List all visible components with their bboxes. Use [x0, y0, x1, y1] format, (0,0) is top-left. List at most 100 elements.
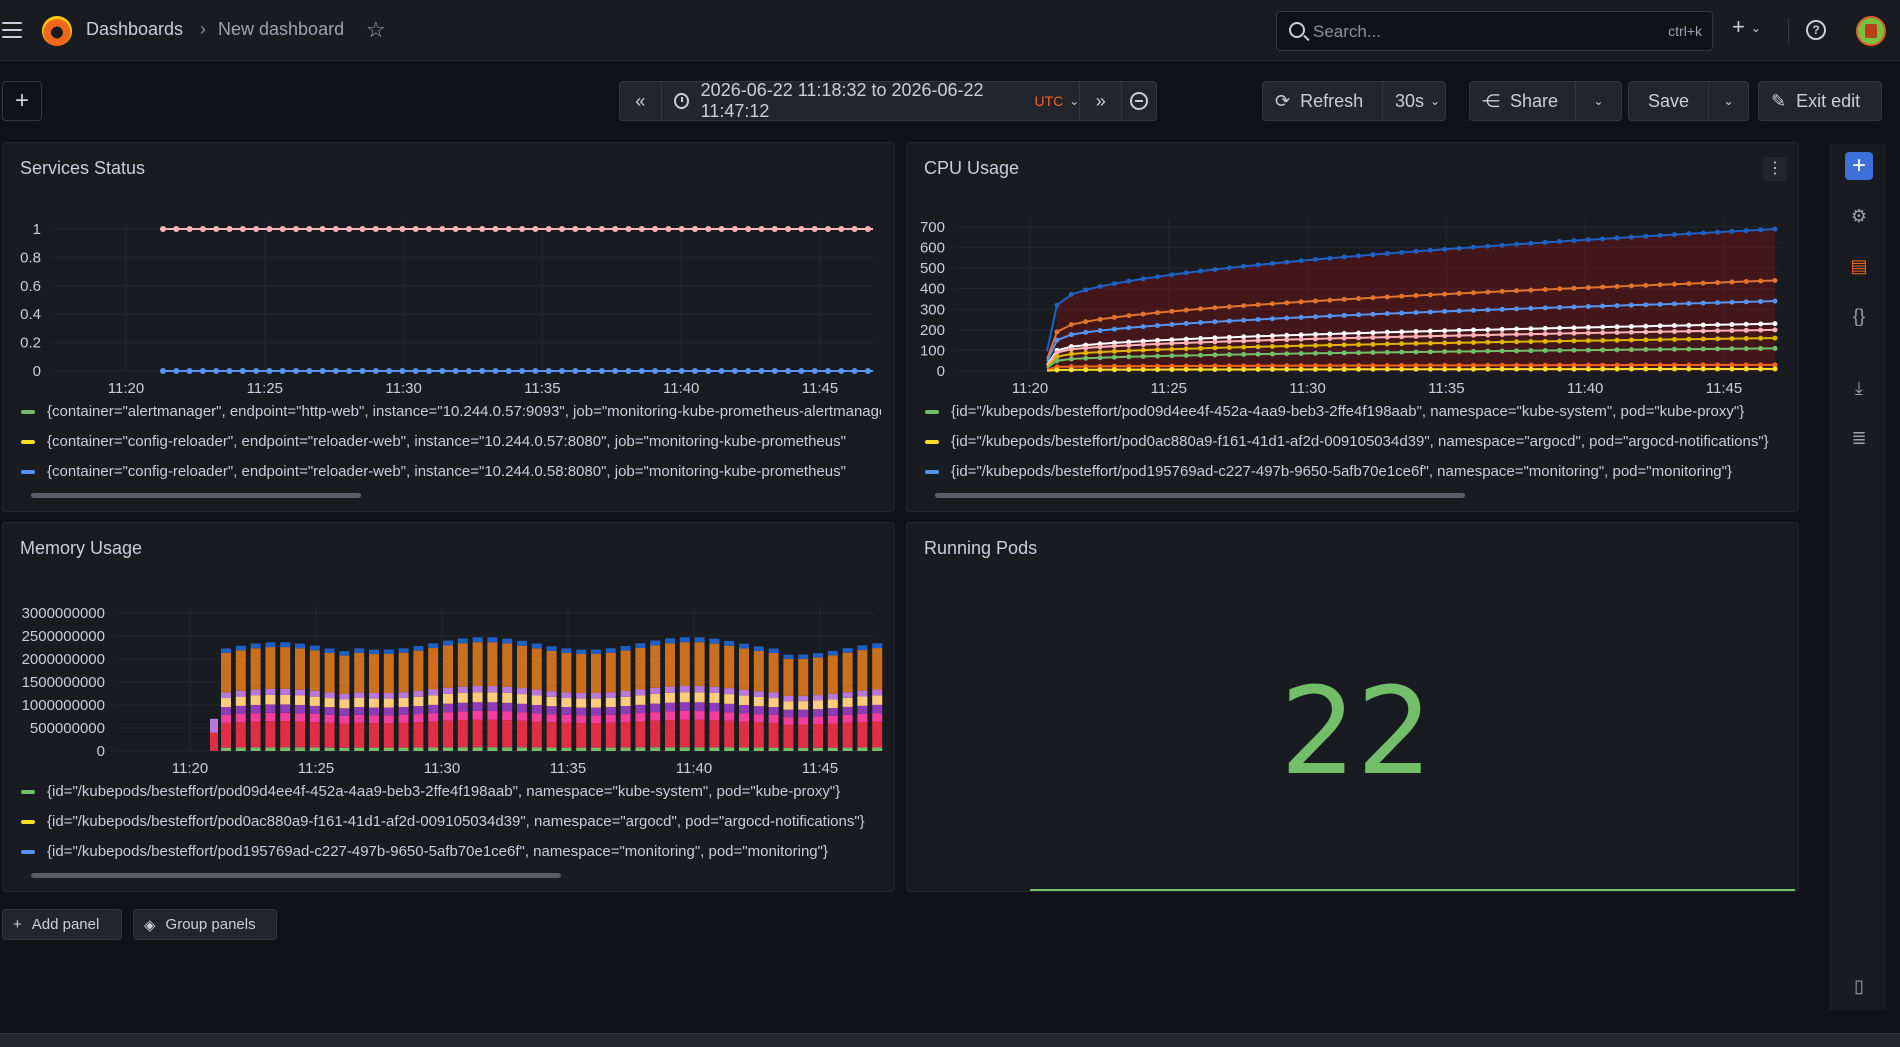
legend-item[interactable]: {container="alertmanager", endpoint="htt…: [21, 403, 881, 420]
bar-segment: [561, 648, 572, 653]
data-point: [1198, 363, 1204, 369]
data-point: [253, 368, 260, 374]
legend-item[interactable]: {container="config-reloader", endpoint="…: [21, 463, 881, 480]
download-icon[interactable]: ⤓: [1855, 377, 1863, 398]
bar-segment: [694, 637, 705, 643]
save-button[interactable]: Save: [1629, 82, 1709, 120]
data-point: [1772, 335, 1778, 341]
time-forward-button[interactable]: »: [1080, 82, 1123, 120]
data-point: [758, 368, 765, 374]
add-icon[interactable]: +: [1845, 152, 1873, 180]
bar-segment: [472, 711, 483, 720]
bar-segment: [221, 714, 231, 723]
data-point: [1241, 366, 1247, 372]
refresh-button[interactable]: ⟳ Refresh: [1263, 82, 1383, 120]
legend-item[interactable]: {id="/kubepods/besteffort/pod09d4ee4f-45…: [21, 783, 881, 800]
data-point: [1643, 362, 1649, 368]
data-point: [1772, 226, 1778, 232]
data-point: [346, 226, 353, 232]
horizontal-scrollbar[interactable]: [935, 493, 1465, 498]
data-point: [1628, 324, 1634, 330]
time-back-button[interactable]: «: [620, 82, 662, 120]
data-point: [798, 226, 805, 232]
bar-segment: [783, 724, 794, 748]
data-point: [399, 368, 406, 374]
data-point: [1456, 340, 1462, 346]
save-menu-button[interactable]: ⌄: [1709, 82, 1748, 120]
data-point: [1729, 322, 1735, 328]
code-icon[interactable]: {}: [1852, 305, 1866, 326]
data-point: [598, 226, 605, 232]
data-point: [864, 368, 871, 374]
outline-icon[interactable]: ≣: [1851, 427, 1867, 448]
data-point: [1499, 326, 1505, 332]
data-point: [1226, 345, 1232, 351]
data-point: [160, 226, 166, 232]
bar-segment: [753, 747, 764, 751]
bar-segment: [280, 721, 291, 748]
panel-memory-usage[interactable]: Memory Usage 0 500000000 1000000000 1500000…: [2, 522, 895, 892]
data-point: [1399, 329, 1405, 335]
search-shortcut: ctrl+k: [1668, 23, 1702, 39]
new-menu-button[interactable]: + ⌄: [1732, 14, 1761, 40]
data-point: [1442, 308, 1448, 314]
data-point: [1571, 304, 1577, 310]
data-point: [1442, 362, 1448, 368]
horizontal-scrollbar[interactable]: [31, 873, 561, 878]
bar-segment: [857, 747, 868, 751]
legend-item[interactable]: {id="/kubepods/besteffort/pod0ac880a9-f1…: [925, 433, 1785, 450]
legend-item[interactable]: {container="config-reloader", endpoint="…: [21, 433, 881, 450]
panel-cpu-usage[interactable]: CPU Usage ⋮ 0 100 200 300 400 500 600 700 11:20 1…: [906, 142, 1799, 512]
bar-segment: [798, 654, 809, 659]
bar-segment: [250, 704, 261, 714]
bar-segment: [709, 692, 720, 703]
gear-icon[interactable]: ⚙: [1850, 205, 1868, 226]
data-point: [1442, 246, 1448, 252]
group-panels-button[interactable]: ◈ Group panels: [133, 909, 277, 940]
bar-segment: [531, 747, 542, 751]
menu-icon[interactable]: [0, 20, 24, 40]
zoom-out-button[interactable]: [1122, 82, 1156, 120]
bar-segment: [280, 694, 291, 705]
time-range-picker[interactable]: 2026-06-22 11:18:32 to 2026-06-22 11:47:…: [662, 80, 1081, 121]
star-icon[interactable]: ☆: [366, 17, 386, 42]
data-point: [1715, 366, 1721, 372]
legend-item[interactable]: {id="/kubepods/besteffort/pod195769ad-c2…: [925, 463, 1785, 480]
share-button[interactable]: ⋲ Share: [1470, 82, 1576, 120]
panel-services-status[interactable]: Services Status 0 0.2 0.4 0.6 0.8 1 11:20 11:25…: [2, 142, 895, 512]
bar-segment: [650, 693, 661, 704]
avatar[interactable]: [1856, 16, 1886, 46]
data-point: [1671, 362, 1677, 368]
bar-segment: [827, 693, 838, 700]
panel-running-pods[interactable]: Running Pods 22: [906, 522, 1799, 892]
data-point: [1442, 328, 1448, 334]
help-icon[interactable]: ?: [1806, 20, 1826, 40]
data-point: [1600, 324, 1606, 330]
add-panel-button[interactable]: + Add panel: [2, 909, 122, 940]
dock-icon[interactable]: ▯: [1854, 975, 1864, 996]
exit-edit-button[interactable]: ✎ Exit edit: [1758, 81, 1882, 121]
bar-segment: [398, 697, 409, 707]
horizontal-scrollbar[interactable]: [31, 493, 361, 498]
legend-item[interactable]: {id="/kubepods/besteffort/pod09d4ee4f-45…: [925, 403, 1785, 420]
bar-segment: [768, 692, 779, 699]
bar-segment: [872, 648, 883, 690]
breadcrumb-dashboards[interactable]: Dashboards: [86, 19, 184, 39]
bar-segment: [561, 747, 572, 751]
data-point: [1226, 366, 1232, 372]
data-point: [1456, 245, 1462, 251]
refresh-interval-picker[interactable]: 30s ⌄: [1383, 82, 1445, 120]
bar-segment: [620, 650, 631, 691]
grafana-logo-icon[interactable]: [42, 16, 72, 46]
series-line: [1046, 351, 1058, 367]
comment-icon[interactable]: ▤: [1850, 255, 1868, 276]
legend-item[interactable]: {id="/kubepods/besteffort/pod195769ad-c2…: [21, 843, 881, 860]
legend-item[interactable]: {id="/kubepods/besteffort/pod0ac880a9-f1…: [21, 813, 881, 830]
bar-segment: [265, 721, 276, 748]
data-point: [1571, 338, 1577, 344]
share-menu-button[interactable]: ⌄: [1576, 82, 1621, 120]
edit-sidebar: + ⚙ ▤ {} ⤓ ≣ ▯: [1830, 144, 1886, 1010]
add-button[interactable]: +: [2, 81, 42, 121]
panel-menu-icon[interactable]: ⋮: [1763, 157, 1787, 181]
search-input[interactable]: Search... ctrl+k: [1276, 11, 1713, 51]
